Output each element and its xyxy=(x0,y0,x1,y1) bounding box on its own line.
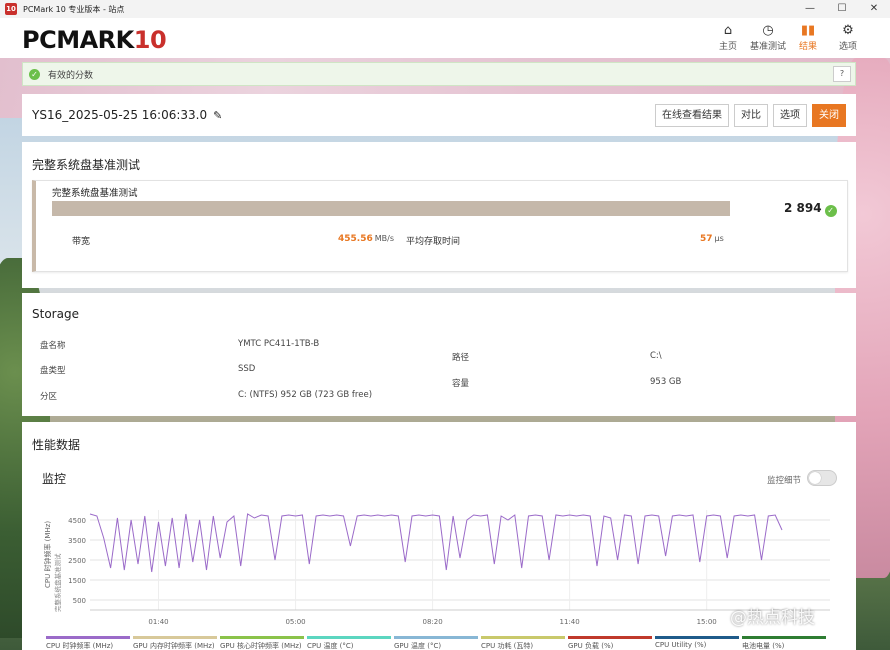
disk-name-value: YMTC PC411-1TB-B xyxy=(238,339,320,349)
bar-chart-icon: ▮▮ xyxy=(800,23,816,38)
nav-results[interactable]: ▮▮ 结果 xyxy=(788,22,828,52)
latency-label: 平均存取时间 xyxy=(406,237,461,247)
y-tick-label: 500 xyxy=(73,597,86,605)
check-circle-icon: ✓ xyxy=(29,68,40,80)
disk-name-label: 盘名称 xyxy=(40,341,66,351)
x-tick-label: 08:20 xyxy=(422,618,442,626)
performance-title: 性能数据 xyxy=(32,438,81,452)
toggle-knob xyxy=(809,472,821,484)
storage-title: Storage xyxy=(32,307,79,321)
result-actions: 在线查看结果 对比 选项 关闭 xyxy=(655,104,846,127)
options-button[interactable]: 选项 xyxy=(773,104,807,127)
close-window-button[interactable]: ✕ xyxy=(869,3,879,14)
monitor-title: 监控 xyxy=(42,472,67,486)
watermark-text: @热点科技 xyxy=(730,608,815,628)
help-button[interactable]: ? xyxy=(833,66,851,82)
main-nav: ⌂ 主页 ◷ 基准测试 ▮▮ 结果 ⚙ 选项 xyxy=(708,22,868,52)
result-title-panel: YS16_2025-05-25 16:06:33.0 ✎ 在线查看结果 对比 选项… xyxy=(22,94,856,136)
pcmark-logo: PCMARK10 xyxy=(22,26,167,54)
path-value: C:\ xyxy=(650,351,662,361)
legend-item[interactable]: GPU 核心时钟频率 (MHz) xyxy=(220,636,304,650)
test-section-title: 完整系统盘基准测试 xyxy=(32,158,141,172)
y-tick-label: 1500 xyxy=(68,577,86,585)
y-tick-label: 3500 xyxy=(68,537,86,545)
bandwidth-value: 455.56 MB/s xyxy=(338,234,394,244)
legend-item[interactable]: CPU Utility (%) xyxy=(655,636,739,650)
monitor-chart: 500 1500 2500 3500 4500 01:40 05:00 08:20 11:40 1… xyxy=(43,510,830,626)
valid-score-text: 有效的分数 xyxy=(48,70,94,81)
performance-panel: 性能数据 监控 监控细节 500 1500 2500 3500 4500 01:40 05:… xyxy=(22,422,856,650)
test-score: 2 894 ✓ xyxy=(784,201,837,217)
cpu-clock-series-line xyxy=(89,513,783,573)
test-name: 完整系统盘基准测试 xyxy=(52,188,138,199)
view-online-button[interactable]: 在线查看结果 xyxy=(655,104,729,127)
x-tick-label: 11:40 xyxy=(560,618,580,626)
valid-score-banner: ✓ 有效的分数 ? xyxy=(22,62,856,86)
legend-item[interactable]: CPU 时钟频率 (MHz) xyxy=(46,636,130,650)
check-circle-icon: ✓ xyxy=(824,205,837,217)
legend-item[interactable]: GPU 负载 (%) xyxy=(568,636,652,650)
y-axis-secondary-label: 完整系统盘基准测试 xyxy=(53,553,62,612)
pencil-icon[interactable]: ✎ xyxy=(213,109,223,122)
legend-item[interactable]: CPU 温度 (°C) xyxy=(307,636,391,650)
home-icon: ⌂ xyxy=(723,23,733,38)
storage-panel: Storage 盘名称 YMTC PC411-1TB-B 盘类型 SSD 分区 … xyxy=(22,293,856,416)
capacity-value: 953 GB xyxy=(650,377,682,387)
legend-item[interactable]: GPU 内存时钟频率 (MHz) xyxy=(133,636,217,650)
path-label: 路径 xyxy=(452,353,470,363)
minimize-button[interactable]: — xyxy=(805,3,815,14)
window-controls: — ☐ ✕ xyxy=(794,0,890,18)
bandwidth-label: 带宽 xyxy=(72,237,91,247)
nav-options[interactable]: ⚙ 选项 xyxy=(828,22,868,52)
maximize-button[interactable]: ☐ xyxy=(837,3,847,14)
legend-item[interactable]: CPU 功耗 (瓦特) xyxy=(481,636,565,650)
gauge-icon: ◷ xyxy=(762,23,774,38)
y-tick-label: 2500 xyxy=(68,557,86,565)
gear-icon: ⚙ xyxy=(842,23,854,38)
detail-toggle-label: 监控细节 xyxy=(767,476,802,486)
y-tick-label: 4500 xyxy=(68,517,86,525)
x-tick-label: 15:00 xyxy=(697,618,717,626)
score-bar xyxy=(52,201,730,216)
y-axis-label: CPU 时钟频率 (MHz) xyxy=(43,521,52,588)
chart-legend: CPU 时钟频率 (MHz) GPU 内存时钟频率 (MHz) GPU 核心时钟频率… xyxy=(46,636,826,650)
app-header: PCMARK10 ⌂ 主页 ◷ 基准测试 ▮▮ 结果 ⚙ 选项 xyxy=(0,18,890,58)
partition-value: C: (NTFS) 952 GB (723 GB free) xyxy=(238,390,373,400)
detail-toggle[interactable] xyxy=(807,470,837,486)
x-tick-label: 05:00 xyxy=(285,618,305,626)
window-title: PCMark 10 专业版本 - 站点 xyxy=(23,4,125,14)
x-tick-label: 01:40 xyxy=(148,618,168,626)
disk-type-value: SSD xyxy=(238,364,256,374)
compare-button[interactable]: 对比 xyxy=(734,104,768,127)
close-button[interactable]: 关闭 xyxy=(812,104,846,127)
window-titlebar: 10 PCMark 10 专业版本 - 站点 — ☐ ✕ xyxy=(0,0,890,18)
result-name: YS16_2025-05-25 16:06:33.0 ✎ xyxy=(32,108,223,122)
capacity-label: 容量 xyxy=(452,379,470,389)
legend-item[interactable]: 电池电量 (%) xyxy=(742,636,826,650)
disk-type-label: 盘类型 xyxy=(40,366,66,376)
partition-label: 分区 xyxy=(40,392,58,402)
test-result-panel: 完整系统盘基准测试 完整系统盘基准测试 2 894 ✓ 带宽 455.56 MB/s… xyxy=(22,142,856,288)
nav-benchmarks[interactable]: ◷ 基准测试 xyxy=(749,23,786,52)
latency-value: 57 μs xyxy=(700,234,724,244)
test-card: 完整系统盘基准测试 2 894 ✓ 带宽 455.56 MB/s 平均存取时间 57… xyxy=(32,180,848,272)
nav-home[interactable]: ⌂ 主页 xyxy=(708,22,748,52)
legend-item[interactable]: GPU 温度 (°C) xyxy=(394,636,478,650)
app-icon: 10 xyxy=(5,3,17,15)
